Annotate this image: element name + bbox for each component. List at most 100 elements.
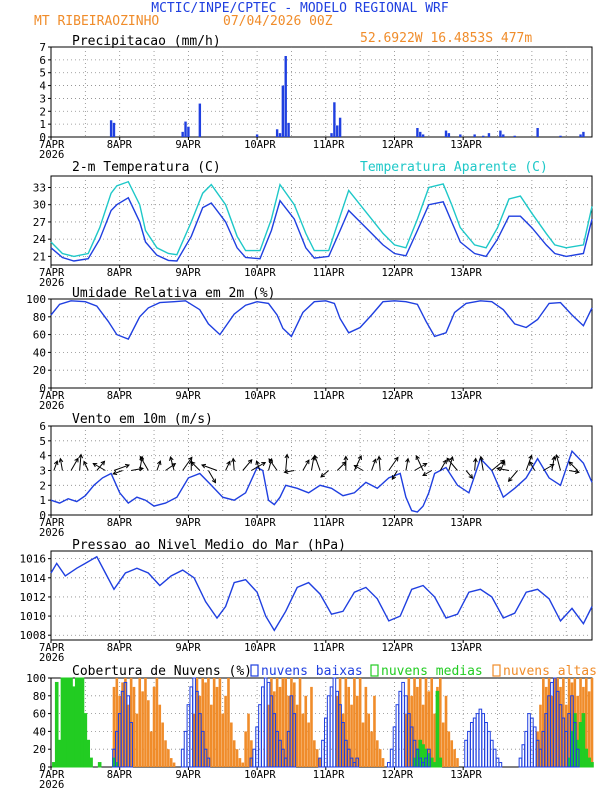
cloud-bar-nuvens-altas	[209, 704, 213, 767]
cloud-bar-nuvens-altas	[201, 678, 205, 767]
x-tick-label: 7APR	[39, 390, 65, 402]
wind-arrow	[131, 467, 144, 471]
wind-arrow	[371, 459, 377, 471]
wind-arrow	[529, 461, 536, 471]
x-tick-label: 13APR	[450, 769, 482, 781]
precip-bar	[281, 85, 285, 137]
wind-arrow-head	[284, 453, 290, 459]
panel-title: 2-m Temperatura (C)	[72, 160, 221, 175]
wind-arrow-head	[422, 462, 428, 468]
y-tick-label: 7	[39, 41, 46, 54]
cloud-bar-nuvens-baixas	[467, 730, 471, 768]
cloud-bar-nuvens-altas	[172, 762, 176, 767]
cloud-bar-nuvens-altas	[370, 731, 373, 767]
cloud-bar-nuvens-medias	[89, 757, 93, 768]
y-tick-label: 1010	[20, 610, 47, 623]
cloud-bar-nuvens-baixas	[386, 762, 391, 768]
precip-bar	[459, 134, 462, 137]
x-year-label: 2026	[39, 277, 64, 289]
cloud-bar-nuvens-baixas	[575, 748, 580, 768]
wind-arrow-head	[353, 464, 359, 470]
cloud-bar-nuvens-altas	[224, 695, 227, 767]
header-location: MT RIBEIRAOZINHO	[34, 14, 159, 29]
precip-bar	[112, 122, 116, 137]
cloud-bar-nuvens-medias	[429, 757, 434, 768]
cloud-bar-nuvens-baixas	[395, 704, 400, 768]
cloud-bar-nuvens-altas	[556, 678, 559, 767]
precip-bar	[499, 130, 502, 137]
cloud-bar-nuvens-altas	[112, 686, 116, 767]
cloud-bar-nuvens-baixas	[490, 739, 494, 768]
wind-arrow-head	[405, 457, 410, 463]
cloud-bar-nuvens-medias	[435, 690, 440, 768]
y-tick-label: 0	[39, 761, 46, 774]
cloud-bar-nuvens-altas	[118, 695, 121, 767]
panel-title: Vento em 10m (m/s)	[72, 412, 213, 427]
cloud-bar-nuvens-medias	[63, 677, 68, 768]
precip-bar	[278, 133, 282, 137]
wind-arrow-head	[156, 460, 162, 466]
cloud-bar-nuvens-medias	[52, 762, 56, 768]
cloud-bar-nuvens-baixas	[389, 748, 394, 768]
x-tick-label: 8APR	[107, 769, 133, 781]
wind-arrow-head	[479, 455, 484, 461]
wind-arrow	[139, 456, 149, 471]
wind-arrow	[508, 470, 518, 482]
cloud-bar-nuvens-altas	[318, 758, 322, 767]
wind-arrow	[465, 470, 473, 479]
y-tick-label: 27	[33, 216, 46, 229]
wind-arrow-head	[313, 454, 318, 460]
y-tick-label: 1012	[20, 591, 47, 604]
panel-frame	[50, 550, 593, 641]
wind-arrow-head	[320, 473, 326, 478]
cloud-bar-nuvens-altas	[247, 713, 250, 767]
cloud-bar-nuvens-altas	[441, 722, 445, 767]
y-tick-label: 21	[33, 250, 46, 263]
cloud-bar-nuvens-medias	[578, 722, 583, 768]
cloud-bar-nuvens-altas	[235, 749, 239, 767]
wind-arrow-head	[231, 457, 236, 463]
wind-arrow	[191, 461, 201, 471]
cloud-bar-nuvens-medias	[80, 677, 85, 768]
y-tick-label: 24	[33, 233, 47, 246]
precip-bar	[181, 131, 184, 137]
cloud-bar-nuvens-altas	[267, 704, 270, 767]
wind-arrow-head	[473, 457, 478, 463]
cloud-bar-nuvens-altas	[338, 678, 342, 767]
wind-arrow	[256, 460, 261, 471]
cloud-bar-nuvens-altas	[444, 695, 448, 767]
y-tick-label: 5	[39, 67, 46, 80]
x-tick-label: 9APR	[175, 769, 201, 781]
wind-arrow	[83, 461, 89, 471]
x-tick-label: 13APR	[450, 267, 482, 279]
y-tick-label: 80	[33, 690, 46, 703]
panel-title: Precipitacao (mm/h)	[72, 34, 221, 49]
cloud-bar-nuvens-medias	[584, 748, 589, 768]
cloud-bar-nuvens-altas	[212, 678, 216, 767]
precip-bar	[187, 126, 190, 137]
cloud-bar-nuvens-altas	[335, 695, 339, 767]
wind-arrow	[439, 459, 447, 471]
cloud-bar-nuvens-baixas	[478, 708, 483, 768]
x-tick-label: 12APR	[381, 139, 413, 151]
y-tick-label: 0	[39, 131, 46, 144]
y-tick-label: 1014	[20, 572, 47, 585]
cloud-bar-nuvens-baixas	[329, 686, 334, 768]
legend-swatch	[250, 664, 259, 677]
y-tick-label: 6	[39, 420, 46, 433]
wind-arrow	[491, 459, 505, 471]
wind-arrow-head	[376, 455, 382, 461]
cloud-bar-nuvens-altas	[132, 686, 136, 767]
x-tick-label: 7APR	[39, 517, 65, 529]
x-tick-label: 10APR	[244, 139, 276, 151]
cloud-bar-nuvens-altas	[167, 749, 170, 767]
wind-arrow	[415, 455, 424, 471]
wind-arrow	[268, 458, 273, 471]
cloud-bar-nuvens-altas	[587, 691, 591, 767]
cloud-bar-nuvens-baixas	[427, 748, 431, 768]
precip-bar	[473, 134, 476, 137]
wind-arrow	[53, 460, 58, 471]
precip-bar	[330, 133, 333, 137]
cloud-bar-nuvens-altas	[447, 731, 451, 767]
wind-arrow-head	[554, 454, 560, 460]
